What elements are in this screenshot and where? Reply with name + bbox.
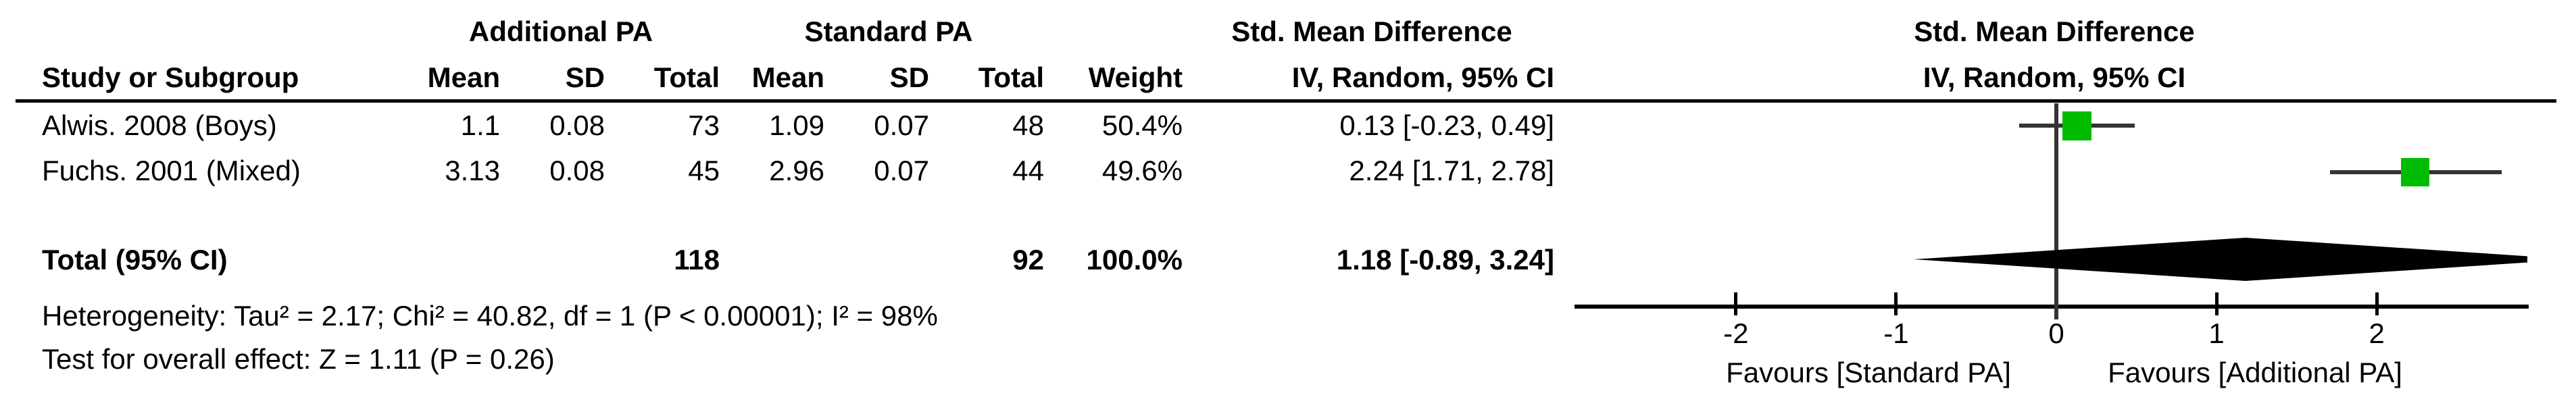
zero-line <box>2054 103 2058 319</box>
sd-standard: 0.07 <box>874 155 929 186</box>
group-header-effect-table: Std. Mean Difference <box>1231 16 1512 47</box>
effect-square <box>2062 111 2092 140</box>
total-additional: 73 <box>688 109 720 141</box>
total-row-label: Total (95% CI) <box>42 244 228 276</box>
total-ci-text: 1.18 [-0.89, 3.24] <box>1336 244 1554 276</box>
favours-right-label: Favours [Additional PA] <box>2108 357 2402 388</box>
col-header-mean-standard: Mean <box>751 61 824 93</box>
weight-value: 49.6% <box>1101 155 1183 186</box>
x-axis-tick-label: 2 <box>2369 317 2385 349</box>
weight-value: 50.4% <box>1101 109 1183 141</box>
total-standard: 44 <box>1012 155 1044 186</box>
study-name: Fuchs. 2001 (Mixed) <box>42 155 301 186</box>
col-header-study: Study or Subgroup <box>42 61 299 93</box>
col-header-sd-additional: SD <box>565 61 605 93</box>
total-n-additional: 118 <box>674 244 720 276</box>
total-additional: 45 <box>688 155 720 186</box>
sd-standard: 0.07 <box>874 109 929 141</box>
col-header-sd-standard: SD <box>889 61 929 93</box>
summary-diamond <box>1913 238 2527 281</box>
group-header-standard-pa: Standard PA <box>804 16 973 47</box>
mean-additional: 3.13 <box>445 155 500 186</box>
ci-text: 2.24 [1.71, 2.78] <box>1349 155 1554 186</box>
x-axis-tick <box>1734 292 1738 315</box>
study-name: Alwis. 2008 (Boys) <box>42 109 277 141</box>
col-header-total-standard: Total <box>978 61 1044 93</box>
sd-additional: 0.08 <box>549 155 605 186</box>
ci-text: 0.13 [-0.23, 0.49] <box>1339 109 1554 141</box>
total-standard: 48 <box>1012 109 1044 141</box>
sd-additional: 0.08 <box>549 109 605 141</box>
plot-header-effect: Std. Mean Difference <box>1914 16 2195 47</box>
x-axis-tick-label: -2 <box>1723 317 1749 349</box>
x-axis-tick <box>2375 292 2379 315</box>
heterogeneity-note: Heterogeneity: Tau² = 2.17; Chi² = 40.82… <box>42 300 938 332</box>
favours-left-label: Favours [Standard PA] <box>1726 357 2011 388</box>
header-separator-line <box>16 99 2556 103</box>
col-header-ci: IV, Random, 95% CI <box>1291 61 1554 93</box>
x-axis-tick <box>1894 292 1898 315</box>
effect-square <box>2401 158 2430 186</box>
x-axis-tick-label: -1 <box>1883 317 1909 349</box>
mean-standard: 1.09 <box>769 109 824 141</box>
x-axis-line <box>1575 305 2529 309</box>
mean-additional: 1.1 <box>460 109 500 141</box>
total-n-standard: 92 <box>1012 244 1044 276</box>
plot-header-method: IV, Random, 95% CI <box>1923 61 2186 93</box>
x-axis-tick-label: 0 <box>2048 317 2064 349</box>
group-header-additional-pa: Additional PA <box>468 16 653 47</box>
mean-standard: 2.96 <box>769 155 824 186</box>
overall-effect-note: Test for overall effect: Z = 1.11 (P = 0… <box>42 343 555 375</box>
x-axis-tick <box>2214 292 2219 315</box>
total-weight: 100.0% <box>1086 244 1183 276</box>
col-header-weight: Weight <box>1088 61 1183 93</box>
x-axis-tick-label: 1 <box>2208 317 2225 349</box>
col-header-mean-additional: Mean <box>427 61 500 93</box>
col-header-total-additional: Total <box>653 61 720 93</box>
